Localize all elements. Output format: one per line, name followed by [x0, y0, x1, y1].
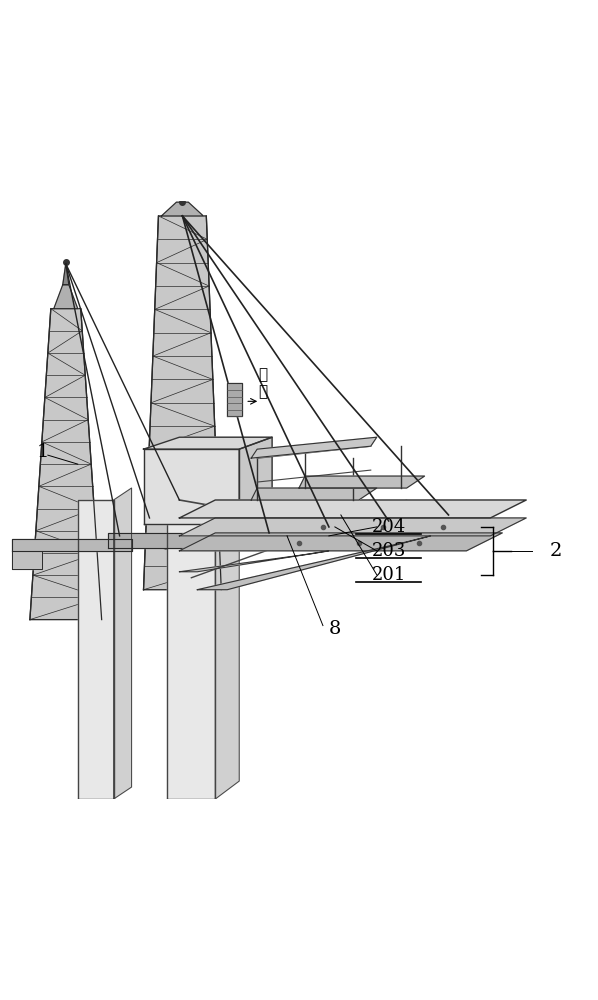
Text: 203: 203 [371, 542, 406, 560]
Polygon shape [197, 536, 431, 590]
Polygon shape [179, 551, 329, 572]
Polygon shape [179, 518, 526, 536]
Text: 1: 1 [37, 443, 49, 461]
Text: 204: 204 [371, 518, 406, 536]
Text: 8: 8 [329, 620, 341, 638]
Polygon shape [227, 383, 242, 416]
Polygon shape [179, 533, 502, 551]
Polygon shape [12, 551, 42, 569]
Text: 桥
墩: 桥 墩 [258, 367, 268, 400]
Polygon shape [144, 449, 239, 524]
Polygon shape [167, 500, 215, 799]
Polygon shape [78, 500, 114, 799]
Polygon shape [108, 533, 257, 548]
Polygon shape [30, 309, 102, 620]
Polygon shape [299, 476, 425, 488]
Polygon shape [144, 216, 221, 590]
Polygon shape [179, 500, 526, 518]
Polygon shape [161, 202, 203, 216]
Polygon shape [54, 285, 78, 309]
Polygon shape [114, 488, 132, 799]
Text: 201: 201 [371, 566, 406, 584]
Polygon shape [251, 437, 377, 458]
Polygon shape [12, 539, 132, 551]
Polygon shape [251, 488, 377, 500]
Polygon shape [63, 264, 69, 285]
Text: 2: 2 [550, 542, 562, 560]
Polygon shape [144, 437, 272, 449]
Polygon shape [215, 482, 239, 799]
Polygon shape [239, 437, 272, 524]
